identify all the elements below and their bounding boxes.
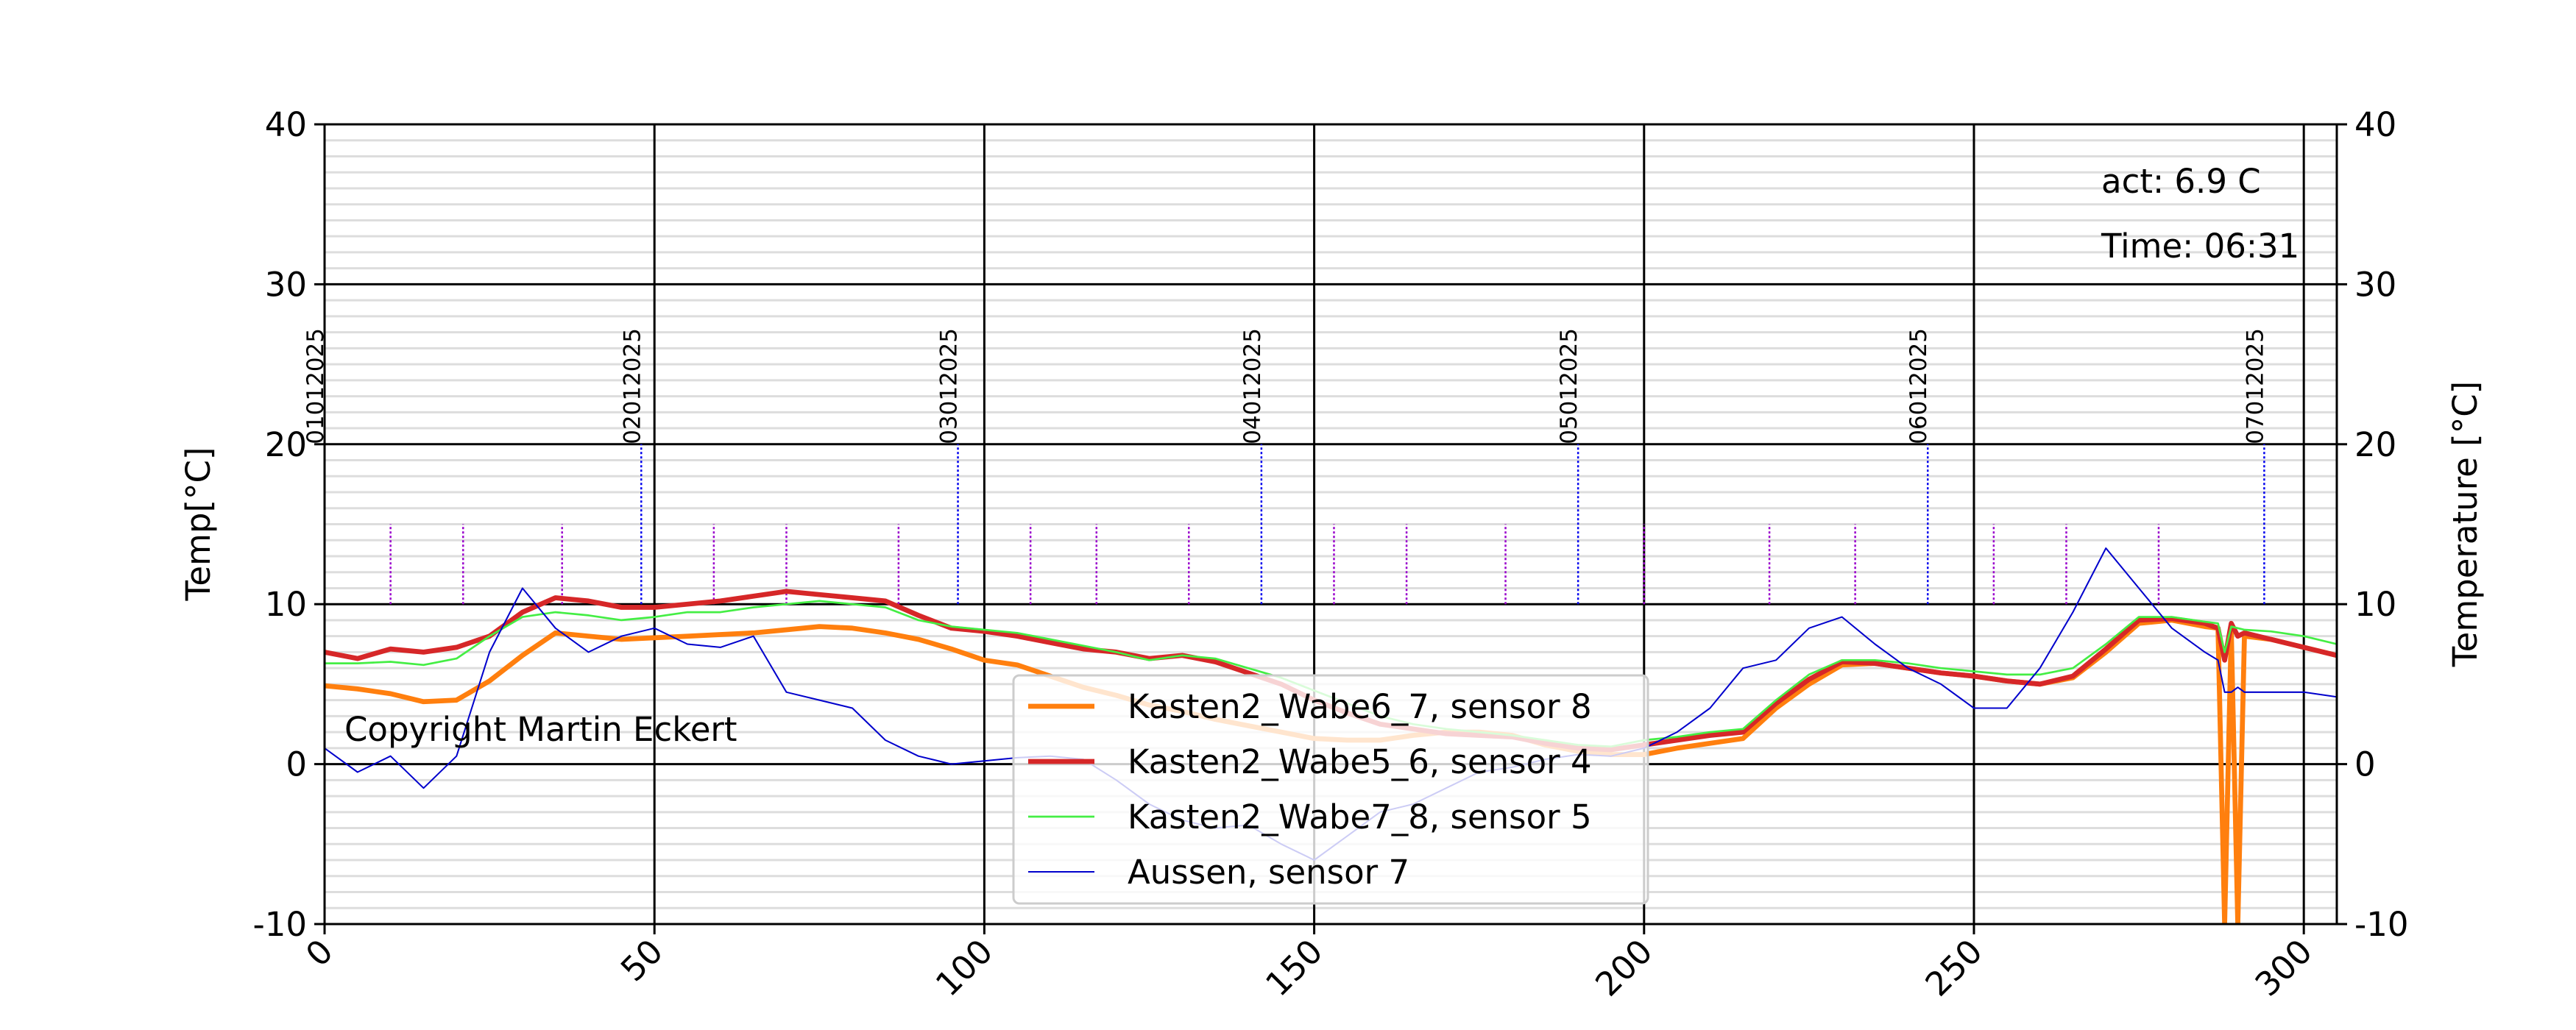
legend-label: Kasten2_Wabe6_7, sensor 8: [1128, 687, 1592, 726]
y2-tick-label: 0: [2354, 745, 2376, 784]
legend-label: Aussen, sensor 7: [1128, 853, 1409, 892]
legend-label: Kasten2_Wabe7_8, sensor 5: [1128, 798, 1592, 837]
annotation: Copyright Martin Eckert: [344, 710, 737, 749]
legend-box: [1012, 674, 1649, 905]
x-tick-label: 200: [1588, 931, 1660, 1004]
x-tick-label: 250: [1918, 931, 1990, 1004]
annotation: act: 6.9 C: [2101, 162, 2261, 201]
x-tick-label: 50: [613, 931, 670, 989]
date-marker-label: 02012025: [619, 328, 645, 444]
x-tick-label: 100: [928, 931, 1000, 1004]
y-tick-label: -10: [253, 905, 308, 944]
date-marker-label: 03012025: [936, 328, 963, 444]
y2-tick-label: 20: [2354, 425, 2396, 464]
y2-axis-label: Temperature [°C]: [2446, 381, 2485, 667]
y-tick-label: 10: [265, 585, 307, 624]
x-tick-label: 150: [1258, 931, 1330, 1004]
date-marker-label: 05012025: [1556, 328, 1582, 444]
y-tick-label: 40: [265, 105, 307, 144]
y-tick-label: 0: [286, 745, 307, 784]
y-axis-label: Temp[°C]: [179, 447, 218, 602]
y2-tick-label: 40: [2354, 105, 2396, 144]
date-marker-label: 04012025: [1239, 328, 1266, 444]
annotation: Time: 06:31: [2101, 227, 2299, 266]
plot-frame: [323, 123, 2338, 926]
y-tick-label: 20: [265, 425, 307, 464]
legend-label: Kasten2_Wabe5_6, sensor 4: [1128, 742, 1592, 781]
date-marker-label: 06012025: [1906, 328, 1932, 444]
x-tick-label: 300: [2248, 931, 2320, 1004]
y-tick-label: 30: [265, 265, 307, 304]
date-marker-label: 07012025: [2242, 328, 2268, 444]
y2-tick-label: 30: [2354, 265, 2396, 304]
y2-tick-label: -10: [2354, 905, 2409, 944]
y2-tick-label: 10: [2354, 585, 2396, 624]
